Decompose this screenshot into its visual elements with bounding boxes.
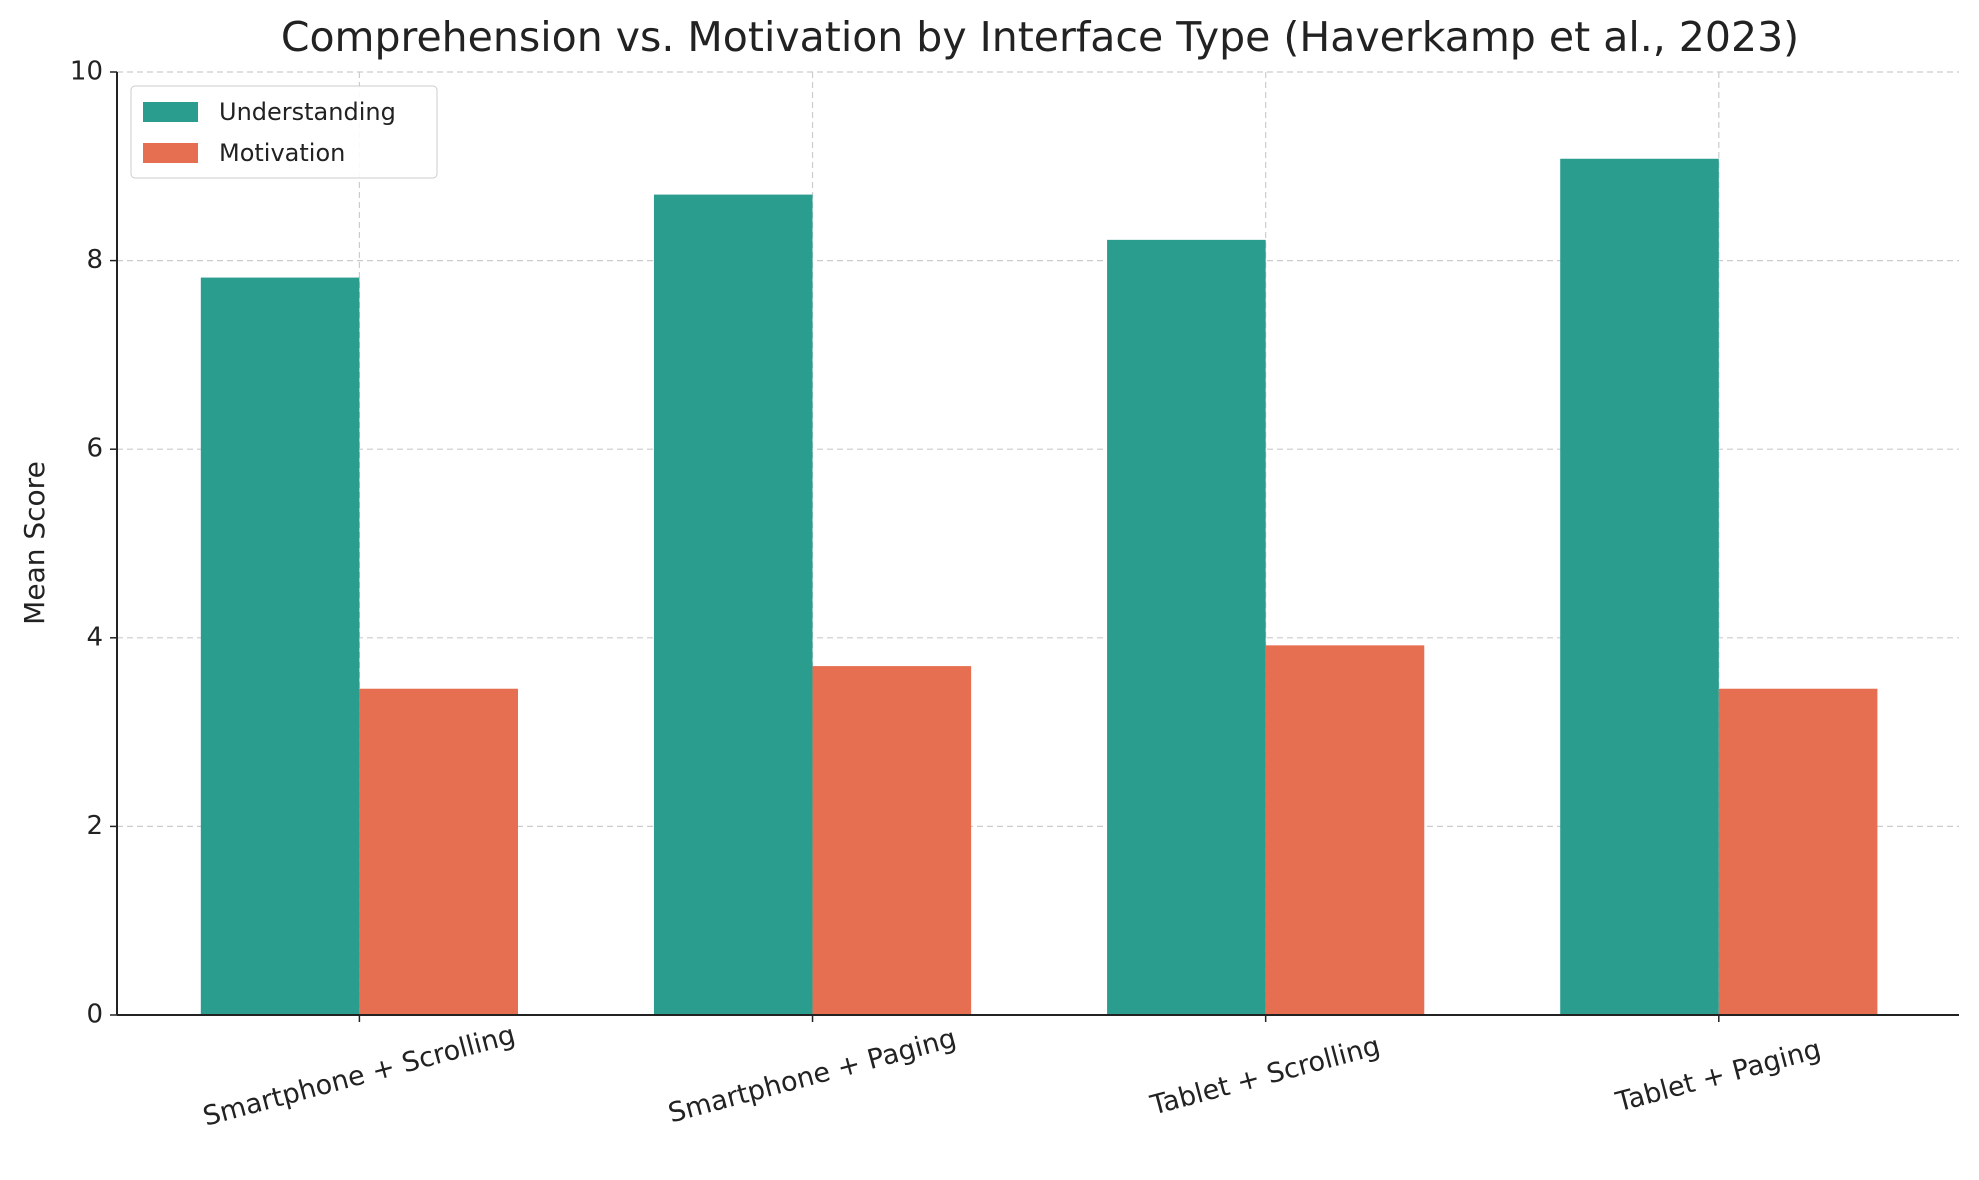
bar (359, 688, 519, 1015)
bar (1265, 645, 1425, 1015)
bar (1107, 239, 1266, 1015)
y-axis-label: Mean Score (18, 461, 51, 625)
y-tick-label: 10 (70, 57, 103, 87)
y-tick-label: 2 (86, 811, 103, 841)
x-tick-label: Tablet + Scrolling (1146, 1031, 1383, 1122)
bar (1560, 158, 1719, 1016)
legend-swatch (143, 102, 198, 122)
chart-title: Comprehension vs. Motivation by Interfac… (281, 13, 1799, 61)
legend-swatch (143, 143, 198, 163)
y-tick-label: 0 (86, 1000, 103, 1030)
bar (200, 277, 360, 1016)
legend-label: Understanding (219, 98, 396, 126)
bar (812, 666, 972, 1015)
y-tick-label: 8 (86, 245, 103, 275)
x-tick-label: Smartphone + Scrolling (200, 1019, 519, 1132)
y-tick-label: 4 (86, 622, 103, 652)
bar (653, 194, 813, 1016)
legend-label: Motivation (219, 139, 345, 167)
bar (1718, 688, 1878, 1015)
x-tick-label: Smartphone + Paging (665, 1023, 959, 1130)
y-tick-label: 6 (86, 434, 103, 464)
x-tick-label: Tablet + Paging (1612, 1034, 1825, 1119)
legend-box (130, 85, 438, 179)
